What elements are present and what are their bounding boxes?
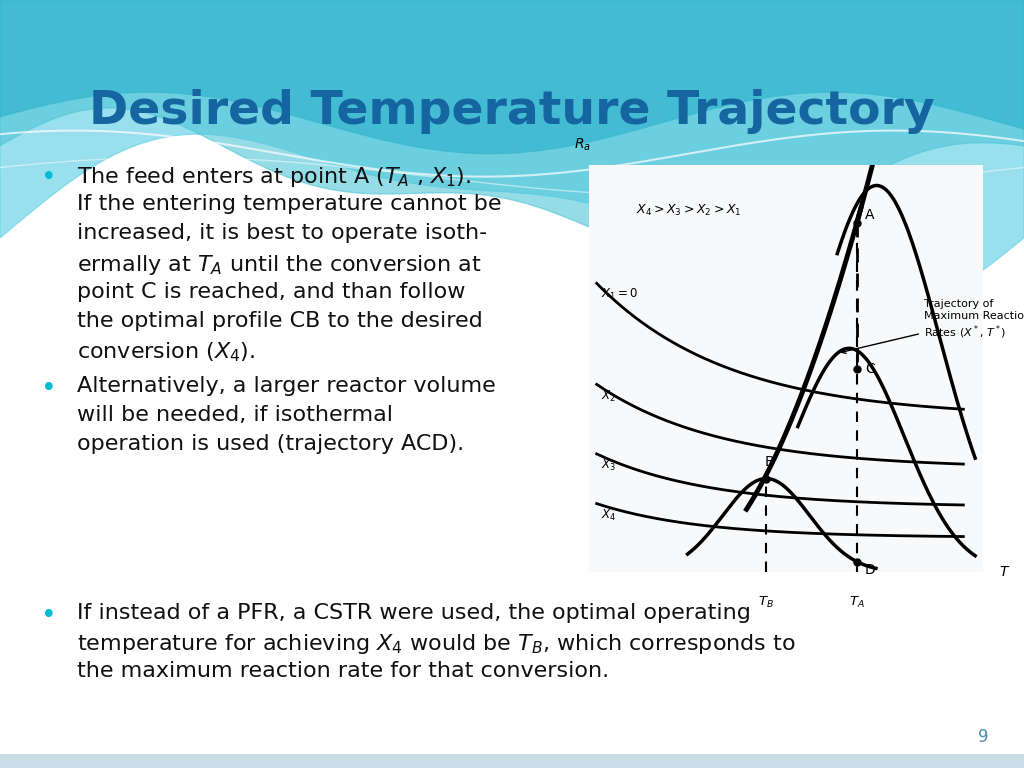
Text: $T_A$: $T_A$ [849, 594, 865, 610]
Text: increased, it is best to operate isoth-: increased, it is best to operate isoth- [77, 223, 487, 243]
Text: •: • [41, 165, 56, 191]
Text: $X_2$: $X_2$ [601, 389, 615, 403]
Text: •: • [41, 603, 56, 629]
Text: $X_4$: $X_4$ [601, 508, 616, 523]
Text: C: C [864, 362, 874, 376]
Text: $R_a$: $R_a$ [574, 137, 592, 153]
Text: point C is reached, and than follow: point C is reached, and than follow [77, 282, 465, 302]
Text: operation is used (trajectory ACD).: operation is used (trajectory ACD). [77, 434, 464, 454]
Bar [0, 754, 1024, 768]
Text: $T$: $T$ [998, 565, 1011, 579]
Text: 9: 9 [978, 729, 988, 746]
Text: conversion ($X_4$).: conversion ($X_4$). [77, 340, 255, 364]
Text: $T_B$: $T_B$ [758, 594, 774, 610]
Text: If instead of a PFR, a CSTR were used, the optimal operating: If instead of a PFR, a CSTR were used, t… [77, 603, 751, 623]
Text: will be needed, if isothermal: will be needed, if isothermal [77, 405, 393, 425]
Text: $X_3$: $X_3$ [601, 458, 615, 473]
Text: ermally at $T_A$ until the conversion at: ermally at $T_A$ until the conversion at [77, 253, 481, 276]
Text: •: • [41, 376, 56, 402]
Text: A: A [864, 207, 874, 221]
Text: the optimal profile CB to the desired: the optimal profile CB to the desired [77, 311, 482, 331]
Text: $X_4>X_3>X_2>X_1$: $X_4>X_3>X_2>X_1$ [636, 203, 741, 218]
Text: Desired Temperature Trajectory: Desired Temperature Trajectory [89, 89, 935, 134]
Text: The feed enters at point A ($T_A$ , $X_1$).: The feed enters at point A ($T_A$ , $X_1… [77, 165, 471, 189]
Text: temperature for achieving $X_4$ would be $T_B$, which corresponds to: temperature for achieving $X_4$ would be… [77, 632, 796, 656]
Text: the maximum reaction rate for that conversion.: the maximum reaction rate for that conve… [77, 661, 609, 681]
Text: D: D [864, 563, 876, 577]
Text: B: B [764, 455, 774, 469]
Text: If the entering temperature cannot be: If the entering temperature cannot be [77, 194, 502, 214]
Text: Alternatively, a larger reactor volume: Alternatively, a larger reactor volume [77, 376, 496, 396]
Text: Trajectory of
Maximum Reaction
Rates ($X^*$, $T^*$): Trajectory of Maximum Reaction Rates ($X… [842, 300, 1024, 353]
Text: $X_1=0$: $X_1=0$ [601, 287, 638, 303]
